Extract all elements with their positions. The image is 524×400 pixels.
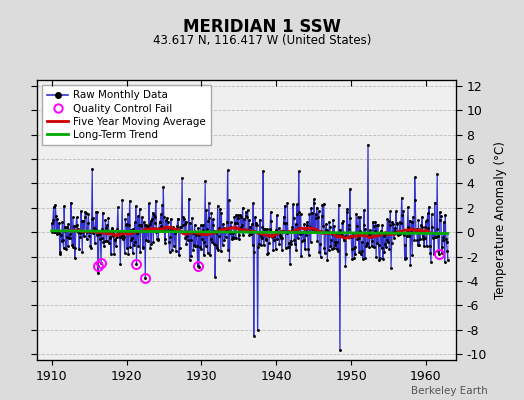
Legend: Raw Monthly Data, Quality Control Fail, Five Year Moving Average, Long-Term Tren: Raw Monthly Data, Quality Control Fail, … [42, 85, 211, 145]
Text: Berkeley Earth: Berkeley Earth [411, 386, 487, 396]
Text: MERIDIAN 1 SSW: MERIDIAN 1 SSW [183, 18, 341, 36]
Y-axis label: Temperature Anomaly (°C): Temperature Anomaly (°C) [494, 141, 507, 299]
Text: 43.617 N, 116.417 W (United States): 43.617 N, 116.417 W (United States) [153, 34, 371, 47]
